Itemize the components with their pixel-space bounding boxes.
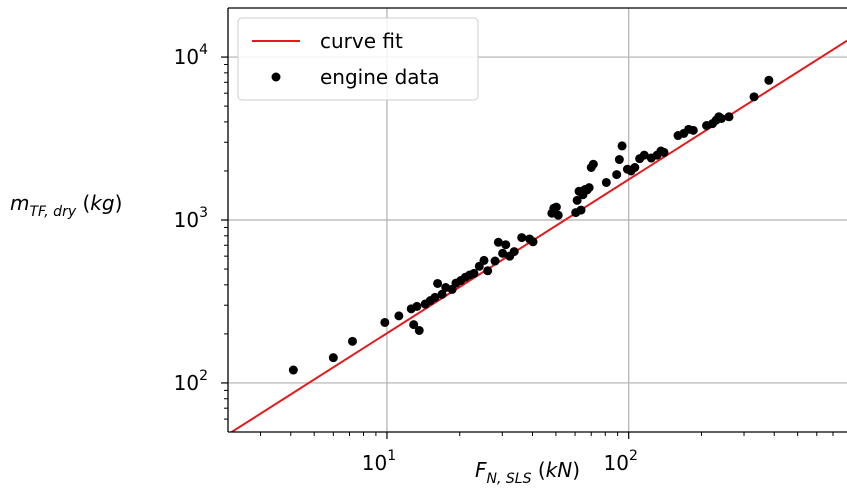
data-point xyxy=(576,205,586,215)
legend-curve-fit-label: curve fit xyxy=(320,29,403,53)
data-point xyxy=(493,237,503,247)
y-tick-label: 104 xyxy=(174,42,208,69)
curve-fit-line xyxy=(229,39,847,432)
data-point xyxy=(688,125,698,135)
data-point xyxy=(630,162,640,172)
data-point xyxy=(601,177,611,187)
x-axis-unit-open: ( xyxy=(531,458,545,482)
data-point xyxy=(414,325,424,335)
data-point xyxy=(409,320,419,330)
data-point xyxy=(380,317,390,327)
y-tick-labels: 102 103 104 xyxy=(174,42,208,395)
data-point xyxy=(412,301,422,311)
data-point xyxy=(617,141,627,151)
data-point xyxy=(553,210,563,220)
legend-engine-data-marker xyxy=(271,72,281,82)
data-point xyxy=(749,92,759,102)
data-point xyxy=(501,240,511,250)
data-point xyxy=(612,170,622,180)
data-point xyxy=(483,266,493,276)
data-point xyxy=(588,159,598,169)
data-point xyxy=(551,202,561,212)
data-point xyxy=(490,256,500,266)
y-tick-label: 103 xyxy=(174,205,208,232)
minor-ticks xyxy=(224,64,834,436)
data-point xyxy=(716,113,726,123)
data-point xyxy=(517,233,527,243)
x-axis-unit-close: ) xyxy=(572,458,580,482)
data-point xyxy=(479,255,489,265)
data-point xyxy=(572,195,582,205)
legend-engine-data-label: engine data xyxy=(320,65,440,89)
data-point xyxy=(498,248,508,258)
y-tick-label: 102 xyxy=(174,368,208,395)
x-tick-label: 101 xyxy=(362,448,396,475)
data-point xyxy=(639,150,649,160)
data-point xyxy=(328,353,338,363)
legend: curve fit engine data xyxy=(237,17,479,101)
data-point xyxy=(764,75,774,85)
data-point xyxy=(433,278,443,288)
engine-data-points xyxy=(288,75,774,375)
data-point xyxy=(430,292,440,302)
data-point xyxy=(584,183,594,193)
data-point xyxy=(347,336,357,346)
major-ticks xyxy=(221,56,630,439)
data-point xyxy=(469,268,479,278)
y-axis-label: mTF, dry (kg) xyxy=(10,191,122,220)
data-point xyxy=(528,237,538,247)
data-point xyxy=(614,155,624,165)
x-tick-label: 102 xyxy=(604,448,638,475)
x-tick-labels: 101 102 xyxy=(362,448,638,475)
y-axis-unit-open: ( xyxy=(76,191,90,215)
y-axis-unit-text: kg xyxy=(90,191,114,215)
data-point xyxy=(509,247,519,257)
x-axis-label: FN, SLS (kN) xyxy=(475,458,580,487)
data-point xyxy=(288,365,298,375)
data-point xyxy=(659,147,669,157)
data-point xyxy=(724,112,734,122)
data-point xyxy=(394,311,404,321)
data-point xyxy=(437,289,447,299)
y-axis-unit-close: ) xyxy=(115,191,123,215)
x-axis-unit-text: kN xyxy=(546,458,573,482)
legend-box xyxy=(237,17,479,101)
